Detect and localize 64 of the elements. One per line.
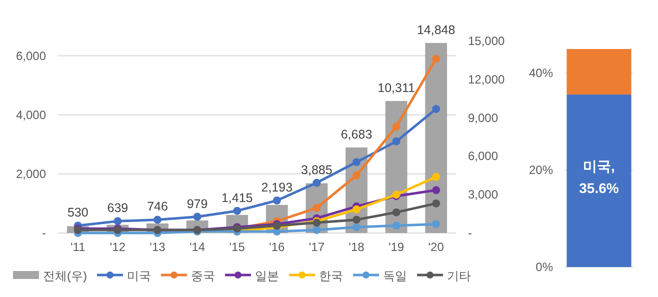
y-tick-label: 6,000 (16, 48, 46, 63)
data-label: 979 (186, 196, 208, 211)
legend-label: 독일 (383, 269, 407, 283)
data-label: 1,415 (221, 190, 253, 205)
y2-tick-label: 12,000 (468, 72, 506, 86)
data-label: 2,193 (261, 180, 293, 195)
y2-tick-label: 3,000 (468, 188, 498, 202)
legend-label: 중국 (191, 269, 215, 283)
data-label: 10,311 (378, 81, 415, 96)
y-tick-label: 0% (536, 260, 554, 274)
y-tick-label: 2,000 (16, 166, 46, 181)
point (352, 223, 360, 232)
data-label: 미국, 35.6% (579, 158, 620, 196)
y2-tick-label: 9,000 (468, 110, 498, 125)
point (352, 171, 360, 180)
data-label: 3,885 (301, 162, 332, 177)
data-label: 530 (67, 206, 88, 220)
point (432, 199, 440, 208)
y2-tick-label: - (468, 226, 472, 240)
y-tick-label: - (42, 226, 46, 240)
legend-label: 한국 (319, 269, 343, 283)
point (392, 222, 400, 230)
data-label: 639 (107, 201, 128, 216)
x-tick-label: '15 (229, 240, 246, 254)
point (432, 186, 440, 194)
point (432, 220, 440, 228)
legend-label: 일본 (255, 269, 279, 283)
x-tick-label: '12 (110, 240, 126, 254)
point (392, 122, 400, 131)
point (193, 212, 202, 221)
point (352, 216, 360, 224)
y-tick-label: 4,000 (16, 108, 46, 122)
point (233, 206, 242, 215)
point (432, 104, 440, 113)
point (432, 172, 440, 181)
data-label: 746 (147, 200, 168, 214)
point (392, 208, 400, 216)
x-tick-label: '20 (428, 240, 444, 254)
point (352, 205, 360, 214)
legend-label: 기타 (447, 269, 471, 283)
y2-tick-label: 6,000 (468, 149, 498, 164)
data-label: 6,683 (340, 127, 372, 142)
x-tick-label: '16 (269, 240, 286, 254)
point (352, 158, 360, 166)
x-tick-label: '17 (308, 240, 325, 254)
point (154, 216, 162, 224)
x-tick-label: '19 (388, 240, 404, 254)
y-tick-label: 20% (528, 163, 554, 178)
y2-tick-label: 15,000 (468, 34, 506, 48)
point (272, 196, 281, 205)
point (114, 217, 122, 226)
x-tick-label: '14 (189, 240, 206, 254)
legend-label: 미국 (127, 269, 151, 283)
x-tick-label: '18 (348, 240, 365, 254)
point (312, 226, 321, 234)
x-tick-label: '11 (70, 240, 86, 254)
legend-label: 전체(우) (43, 269, 87, 283)
y-tick-label: 40% (528, 66, 554, 80)
data-label: 14,848 (416, 22, 456, 37)
point (432, 54, 440, 63)
point (312, 204, 321, 212)
point (312, 178, 321, 187)
point (392, 137, 400, 146)
x-tick-label: '13 (150, 240, 166, 254)
